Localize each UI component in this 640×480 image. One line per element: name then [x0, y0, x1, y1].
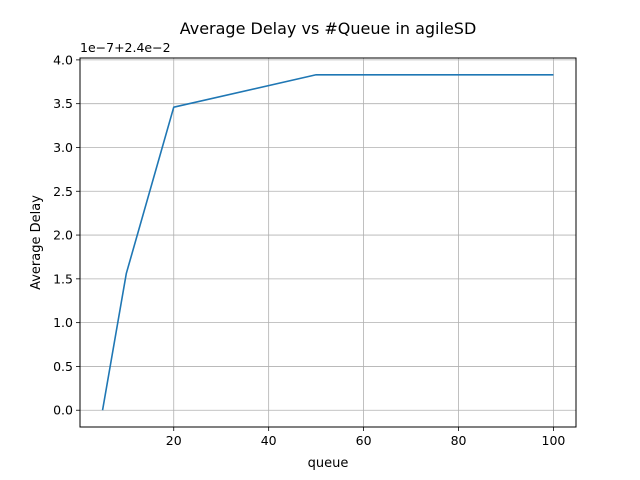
x-tick-label: 100 [542, 433, 566, 448]
y-tick-label: 3.5 [53, 96, 73, 111]
y-tick-label: 4.0 [53, 52, 73, 67]
plot-frame [79, 57, 577, 428]
y-axis-label: Average Delay [29, 195, 44, 290]
x-tick-label: 80 [451, 433, 467, 448]
y-tick-label: 0.5 [53, 359, 73, 374]
y-tick-label: 3.0 [53, 140, 73, 155]
series-layer [101, 73, 554, 411]
x-axis-label: queue [308, 456, 349, 471]
x-axis: 20 40 60 80 100 [166, 427, 566, 448]
x-tick-label: 60 [356, 433, 372, 448]
y-offset-label: 1e−7+2.4e−2 [80, 40, 171, 55]
x-tick-label: 40 [261, 433, 277, 448]
x-tick-label: 20 [166, 433, 182, 448]
y-tick-label: 0.0 [53, 403, 73, 418]
y-tick-label: 2.0 [53, 228, 73, 243]
y-tick-label: 1.5 [53, 271, 73, 286]
y-axis: 0.0 0.5 1.0 1.5 2.0 2.5 3.0 3.5 4.0 [53, 52, 80, 418]
chart-title: Average Delay vs #Queue in agileSD [180, 19, 477, 38]
y-tick-label: 2.5 [53, 184, 73, 199]
y-tick-label: 1.0 [53, 315, 73, 330]
